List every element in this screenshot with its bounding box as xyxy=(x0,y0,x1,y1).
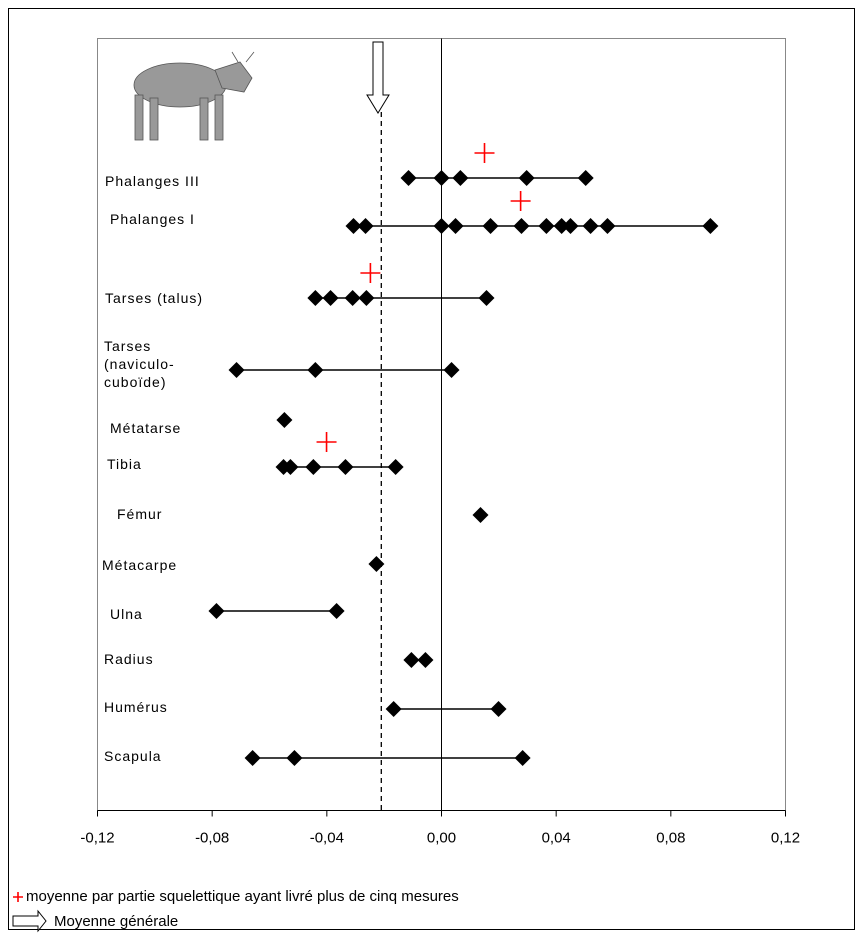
data-point xyxy=(282,459,299,475)
data-point xyxy=(403,652,420,668)
legend-general-mean-text: Moyenne générale xyxy=(54,913,178,930)
category-label: Phalanges I xyxy=(110,211,195,227)
data-point xyxy=(244,750,261,766)
category-label: Radius xyxy=(104,651,154,667)
category-label: Métatarse xyxy=(110,420,182,436)
category-label: Ulna xyxy=(110,606,143,622)
data-point xyxy=(387,459,404,475)
data-point xyxy=(433,170,450,186)
data-point xyxy=(478,290,495,306)
data-point xyxy=(228,362,245,378)
data-point xyxy=(518,170,535,186)
x-tick-label: 0,04 xyxy=(542,829,571,846)
data-point xyxy=(562,218,579,234)
legend-arrow xyxy=(12,909,47,933)
data-point xyxy=(208,603,225,619)
x-tick-label: -0,08 xyxy=(195,829,229,846)
data-point xyxy=(577,170,594,186)
data-point xyxy=(286,750,303,766)
data-point xyxy=(307,290,324,306)
data-point xyxy=(702,218,719,234)
category-label: Scapula xyxy=(104,748,162,764)
data-point xyxy=(276,412,293,428)
data-point xyxy=(433,218,450,234)
mean-marker xyxy=(360,263,381,283)
data-point xyxy=(345,218,362,234)
chart-frame xyxy=(8,8,855,930)
x-tick-label: 0,00 xyxy=(427,829,456,846)
cow-illustration xyxy=(133,51,255,141)
category-label: Tarses (talus) xyxy=(105,290,204,306)
category-label: Phalanges III xyxy=(105,173,200,189)
data-point xyxy=(538,218,555,234)
mean-marker xyxy=(474,143,495,163)
data-point xyxy=(443,362,460,378)
data-point xyxy=(599,218,616,234)
x-tick-label: 0,12 xyxy=(771,829,800,846)
data-point xyxy=(307,362,324,378)
data-point xyxy=(582,218,599,234)
data-point xyxy=(305,459,322,475)
data-point xyxy=(514,750,531,766)
data-point xyxy=(553,218,570,234)
data-point xyxy=(358,290,375,306)
category-label: Tarses (naviculo-cuboïde) xyxy=(104,338,175,390)
data-point xyxy=(472,507,489,523)
category-label: Métacarpe xyxy=(102,557,178,573)
legend-mean-symbol xyxy=(13,892,23,902)
x-tick-label: -0,04 xyxy=(310,829,344,846)
category-label: Humérus xyxy=(104,699,168,715)
x-tick-label: -0,12 xyxy=(80,829,114,846)
data-point xyxy=(417,652,434,668)
data-point xyxy=(447,218,464,234)
data-point xyxy=(344,290,361,306)
data-point xyxy=(385,701,402,717)
category-label: Tibia xyxy=(107,456,142,472)
data-point xyxy=(513,218,530,234)
data-point xyxy=(400,170,417,186)
data-point xyxy=(368,556,385,572)
data-point xyxy=(482,218,499,234)
category-label: Fémur xyxy=(117,506,163,522)
data-point xyxy=(328,603,345,619)
legend-mean-text: moyenne par partie squelettique ayant li… xyxy=(26,888,459,905)
data-point xyxy=(490,701,507,717)
x-tick-label: 0,08 xyxy=(656,829,685,846)
data-point xyxy=(322,290,339,306)
general-mean-arrow xyxy=(366,41,390,114)
mean-marker xyxy=(316,432,337,452)
data-point xyxy=(357,218,374,234)
data-point xyxy=(452,170,469,186)
mean-marker xyxy=(510,191,531,211)
data-point xyxy=(337,459,354,475)
